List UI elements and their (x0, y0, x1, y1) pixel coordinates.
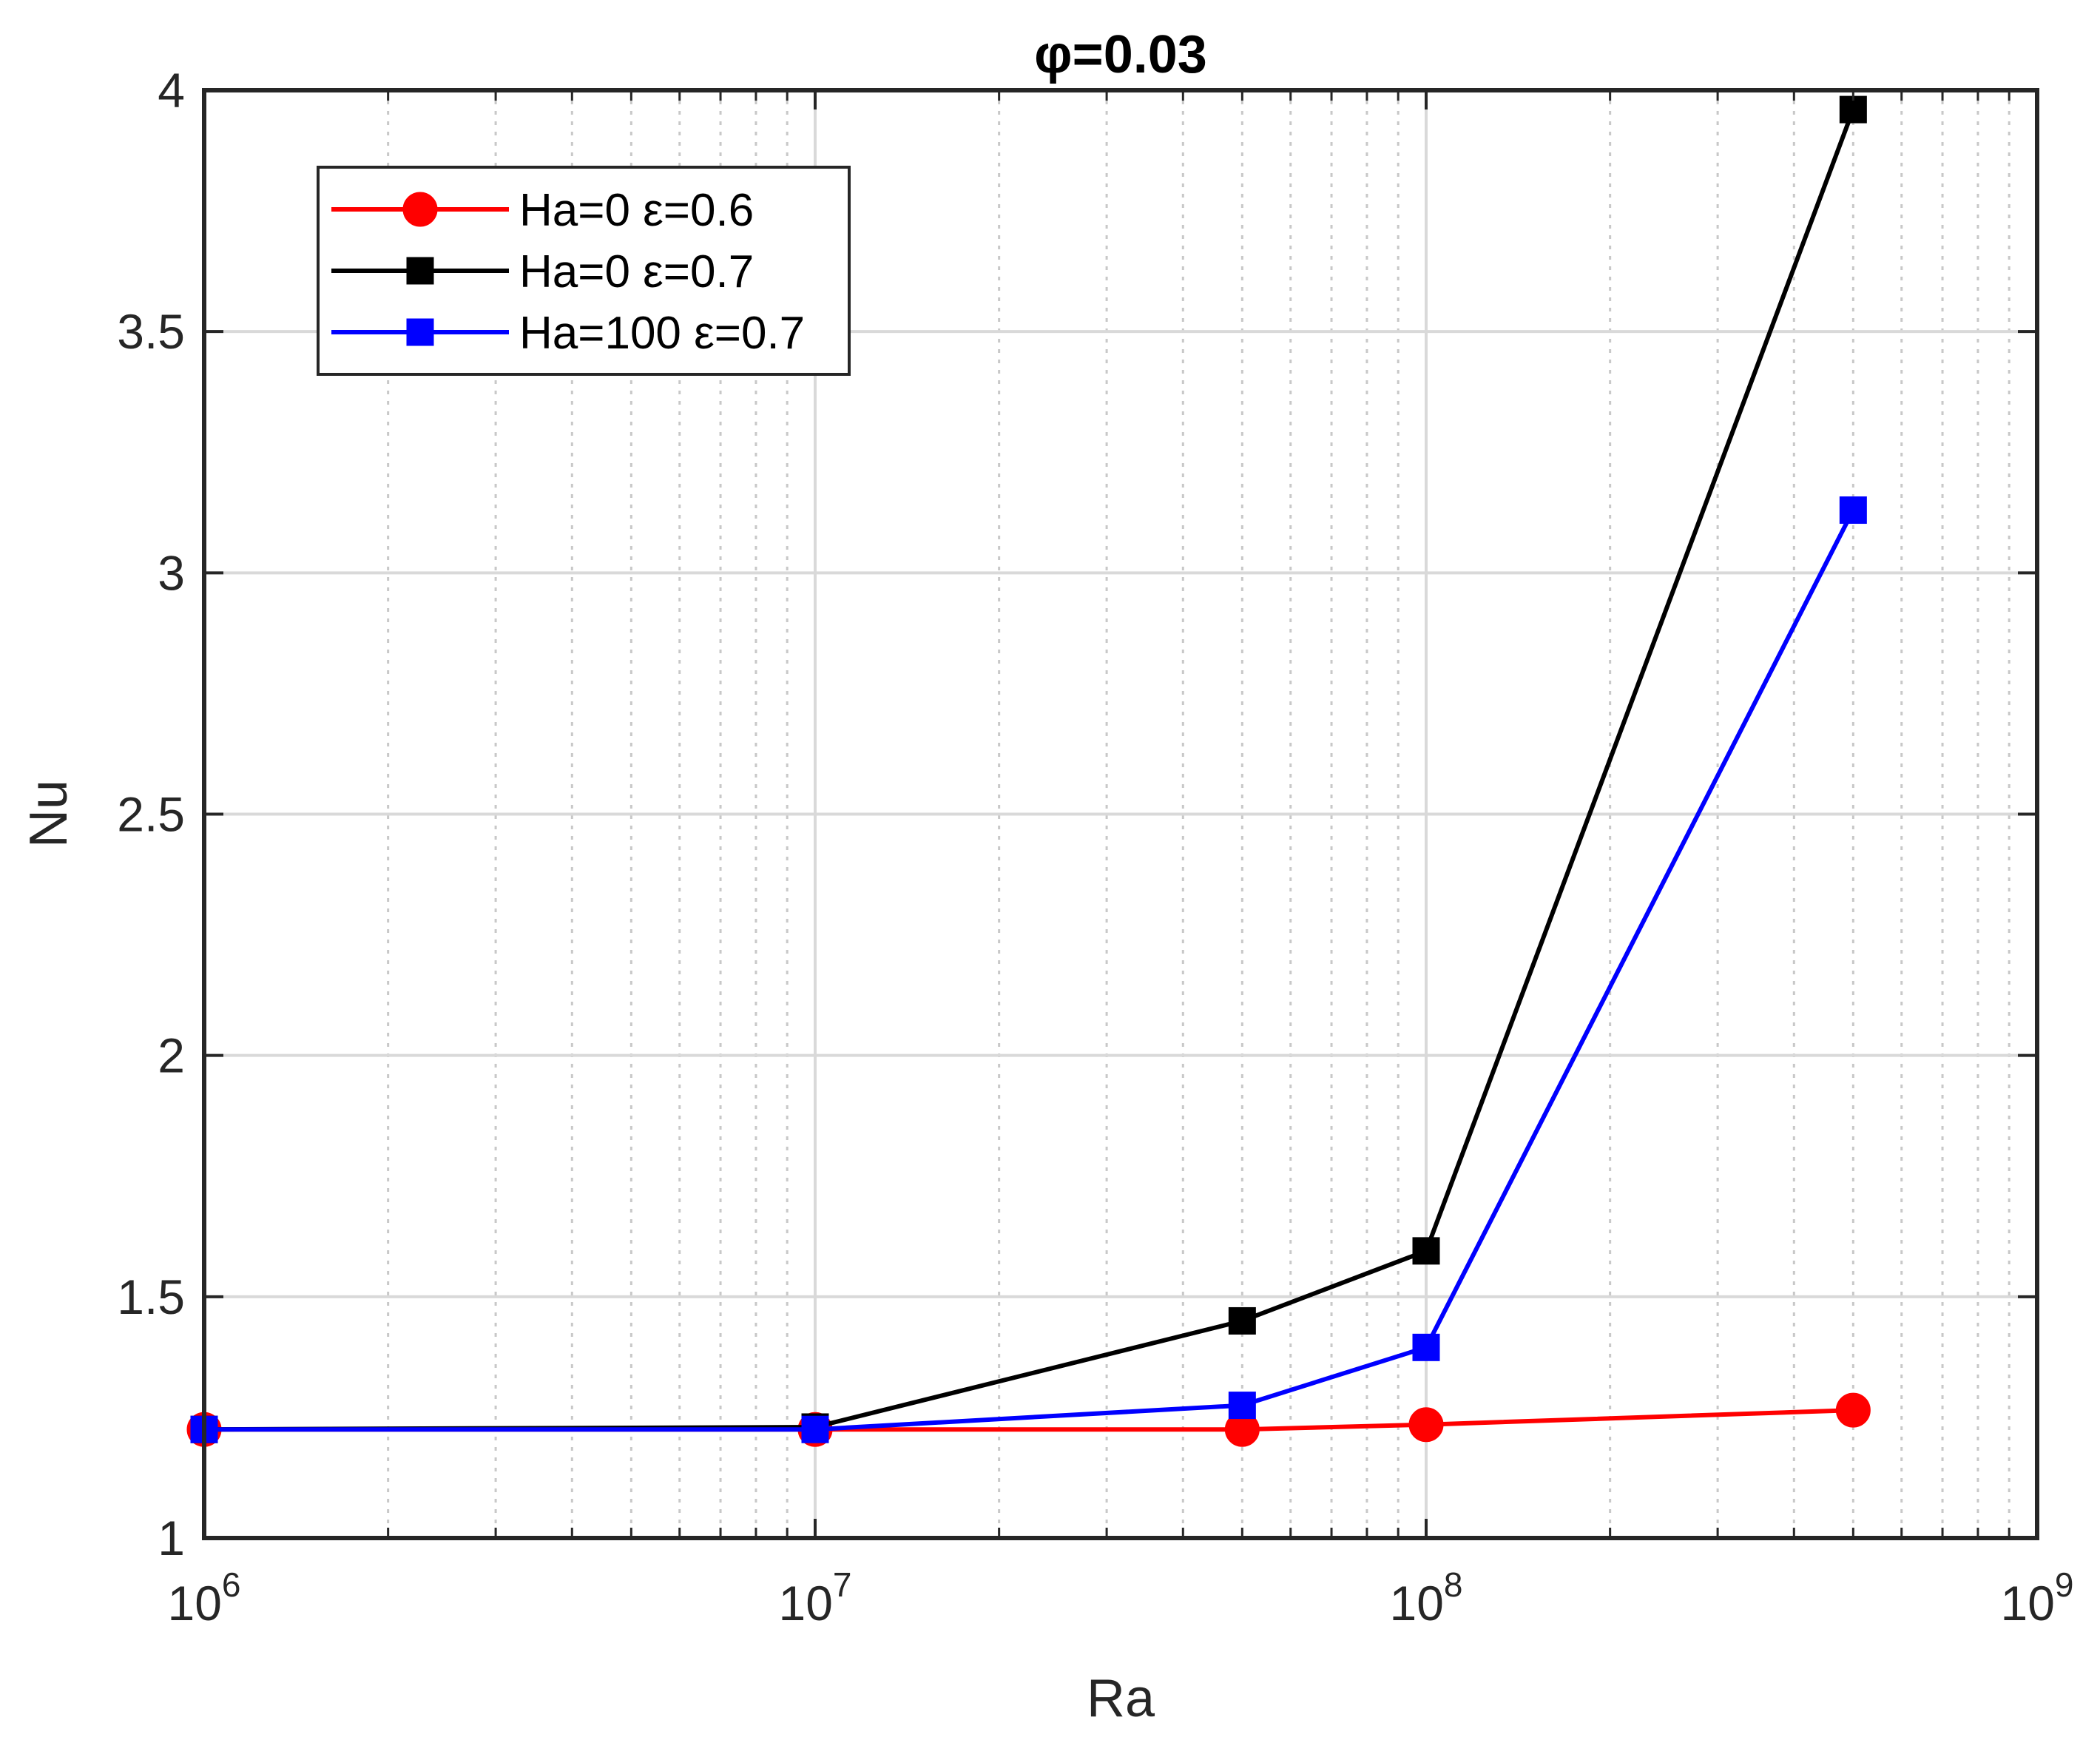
legend-marker (402, 192, 438, 227)
data-point (1228, 1306, 1256, 1335)
x-tick-label: 109 (2000, 1565, 2073, 1631)
y-tick-label: 2 (158, 1028, 185, 1083)
y-tick-label: 4 (158, 63, 185, 118)
y-tick-label: 1 (158, 1511, 185, 1565)
legend-label: Ha=0 ε=0.7 (519, 246, 754, 297)
data-point (1228, 1392, 1256, 1420)
data-point (801, 1415, 829, 1443)
legend-marker (406, 257, 434, 285)
y-axis-label: Nu (19, 780, 78, 848)
data-point (1412, 1333, 1440, 1361)
y-tick-label: 3.5 (117, 304, 185, 359)
legend-entry-2: Ha=0 ε=0.7 (331, 246, 754, 297)
legend-label: Ha=0 ε=0.6 (519, 185, 754, 236)
legend-entry-3: Ha=100 ε=0.7 (331, 308, 805, 359)
legend-marker (406, 318, 434, 346)
y-tick-label: 3 (158, 545, 185, 600)
x-tick-label: 108 (1389, 1565, 1462, 1631)
legend: Ha=0 ε=0.6 Ha=0 ε=0.7 Ha=100 ε=0.7 (317, 166, 851, 376)
data-point (1839, 496, 1867, 525)
data-point (1412, 1237, 1440, 1265)
legend-entry-1: Ha=0 ε=0.6 (331, 185, 754, 236)
data-series (186, 95, 1871, 1447)
x-tick-label: 106 (167, 1565, 240, 1631)
y-tick-label: 1.5 (117, 1269, 185, 1324)
data-point (1408, 1407, 1444, 1443)
x-tick-label: 107 (778, 1565, 851, 1631)
legend-label: Ha=100 ε=0.7 (519, 308, 805, 359)
series-3 (190, 496, 1867, 1443)
y-tick-label: 2.5 (117, 787, 185, 842)
x-axis-label: Ra (1087, 1669, 1155, 1728)
chart-title: φ=0.03 (1034, 25, 1207, 84)
axis-ticks: 106 107 108 109 1 1.5 2 2.5 3 3.5 4 (117, 63, 2073, 1631)
data-point (1835, 1392, 1871, 1428)
data-point (1839, 95, 1867, 124)
